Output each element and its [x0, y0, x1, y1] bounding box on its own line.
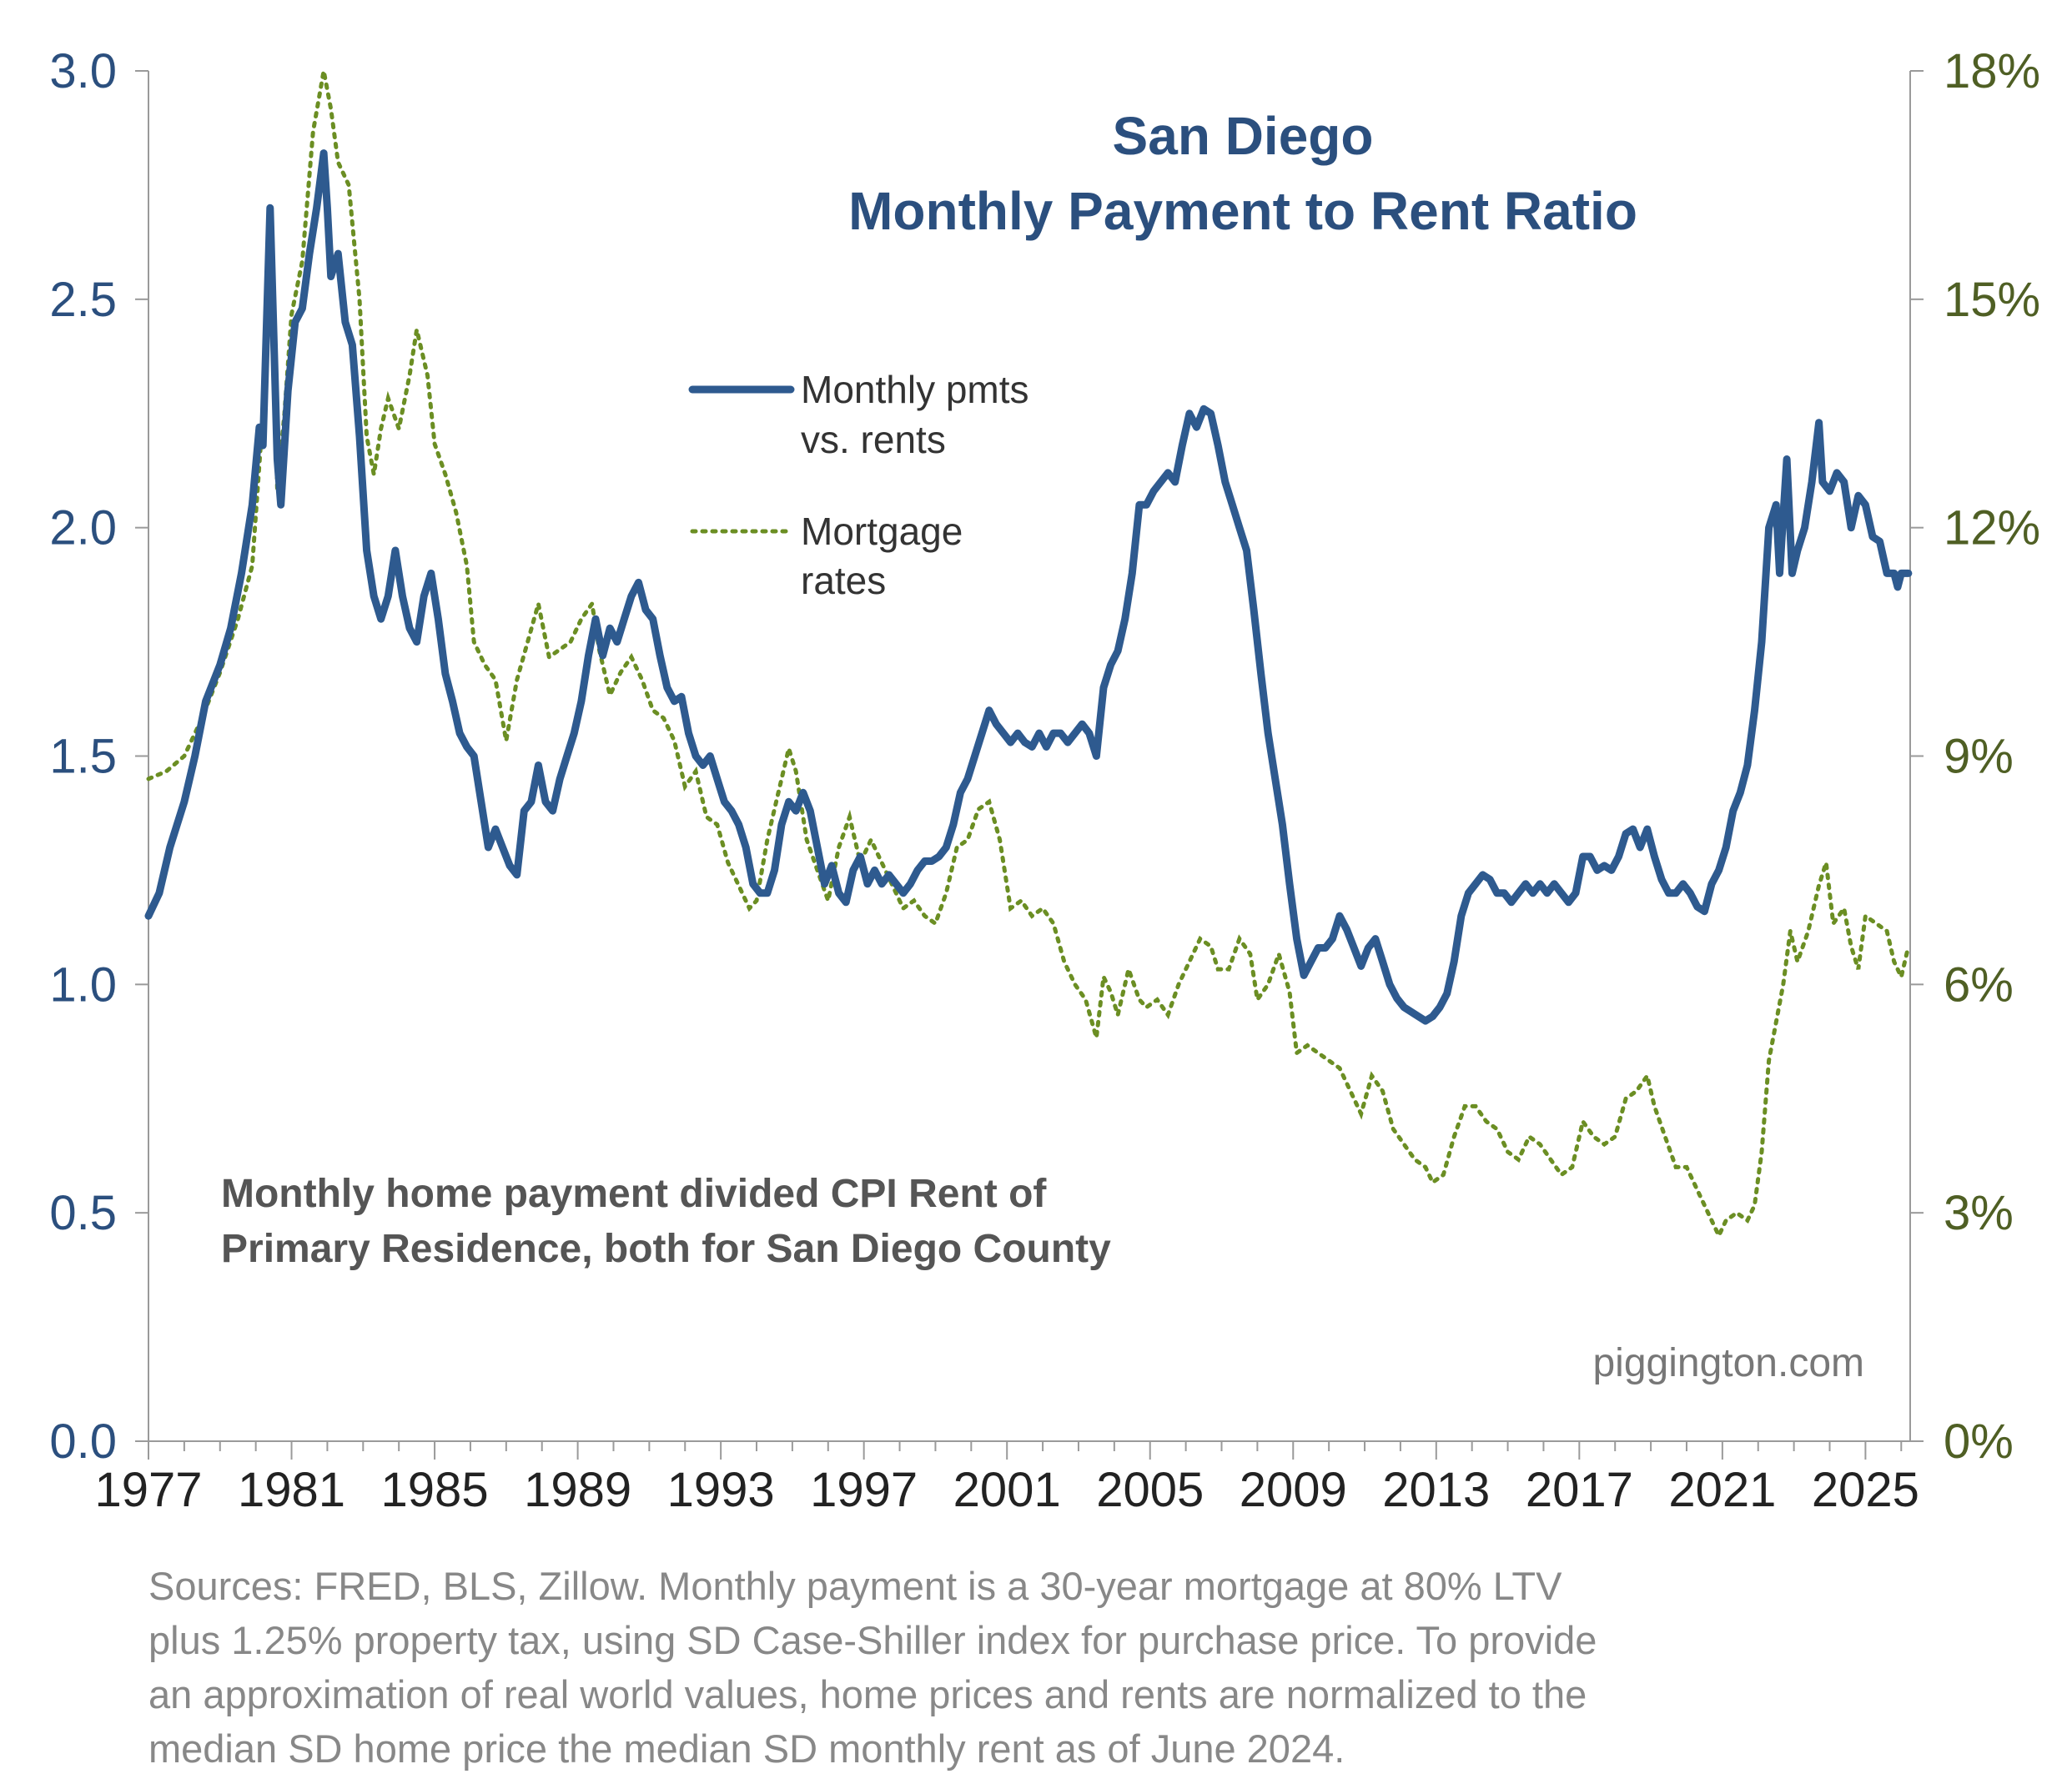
x-tick-label: 1985	[381, 1463, 489, 1517]
right-tick-label: 9%	[1944, 730, 2014, 784]
chart-title-line1: San Diego	[1113, 106, 1374, 166]
right-tick-label: 3%	[1944, 1186, 2014, 1240]
right-axis-ticks: 0% 3% 6% 9% 12% 15% 18%	[1910, 44, 2040, 1469]
legend-label-ratio-line2: vs. rents	[801, 418, 946, 461]
x-tick-label: 1993	[667, 1463, 775, 1517]
x-tick-label: 1981	[238, 1463, 345, 1517]
right-tick-label: 0%	[1944, 1415, 2014, 1469]
x-tick-label: 2009	[1240, 1463, 1347, 1517]
x-tick-label: 2005	[1096, 1463, 1204, 1517]
left-tick-label: 2.5	[49, 273, 117, 327]
left-tick-label: 1.5	[49, 730, 117, 784]
left-tick-label: 3.0	[49, 44, 117, 98]
x-tick-label: 2013	[1382, 1463, 1490, 1517]
annotation-line2: Primary Residence, both for San Diego Co…	[221, 1227, 1111, 1271]
right-tick-label: 15%	[1944, 273, 2040, 327]
series-line-payment-to-rent	[144, 149, 1913, 1025]
left-tick-label: 0.0	[49, 1415, 117, 1469]
right-tick-label: 12%	[1944, 501, 2040, 555]
left-tick-label: 1.0	[49, 957, 117, 1012]
legend: Monthly pmts vs. rents Mortgage rates	[688, 368, 1029, 602]
annotation-line1: Monthly home payment divided CPI Rent of	[221, 1172, 1047, 1216]
x-axis-ticks: 1977 1981 1985 1989 1993 1997 2001 2005 2009 2013…	[94, 1441, 1919, 1517]
x-tick-label: 2021	[1668, 1463, 1776, 1517]
x-tick-label: 2017	[1526, 1463, 1633, 1517]
chart-title-line2: Monthly Payment to Rent Ratio	[848, 181, 1637, 241]
series-line-mortgage-rates	[146, 70, 1911, 1241]
legend-label-rates-line2: rates	[801, 559, 886, 602]
legend-label-rates-line1: Mortgage	[801, 510, 963, 553]
watermark: piggington.com	[1592, 1341, 1864, 1385]
x-tick-label: 1977	[94, 1463, 202, 1517]
left-tick-label: 2.0	[49, 501, 117, 555]
sources-line4: median SD home price the median SD month…	[148, 1726, 1345, 1771]
x-tick-label: 1997	[810, 1463, 918, 1517]
right-tick-label: 18%	[1944, 44, 2040, 98]
sources-line1: Sources: FRED, BLS, Zillow. Monthly paym…	[148, 1564, 1562, 1608]
x-tick-label: 2001	[953, 1463, 1061, 1517]
sources-line2: plus 1.25% property tax, using SD Case-S…	[148, 1618, 1597, 1662]
sources-line3: an approximation of real world values, h…	[148, 1672, 1587, 1716]
x-tick-label: 2025	[1812, 1463, 1919, 1517]
right-tick-label: 6%	[1944, 957, 2014, 1012]
left-axis-ticks: 0.0 0.5 1.0 1.5 2.0 2.5 3.0	[49, 44, 148, 1469]
x-tick-label: 1989	[524, 1463, 631, 1517]
left-tick-label: 0.5	[49, 1186, 117, 1240]
legend-label-ratio-line1: Monthly pmts	[801, 368, 1029, 411]
